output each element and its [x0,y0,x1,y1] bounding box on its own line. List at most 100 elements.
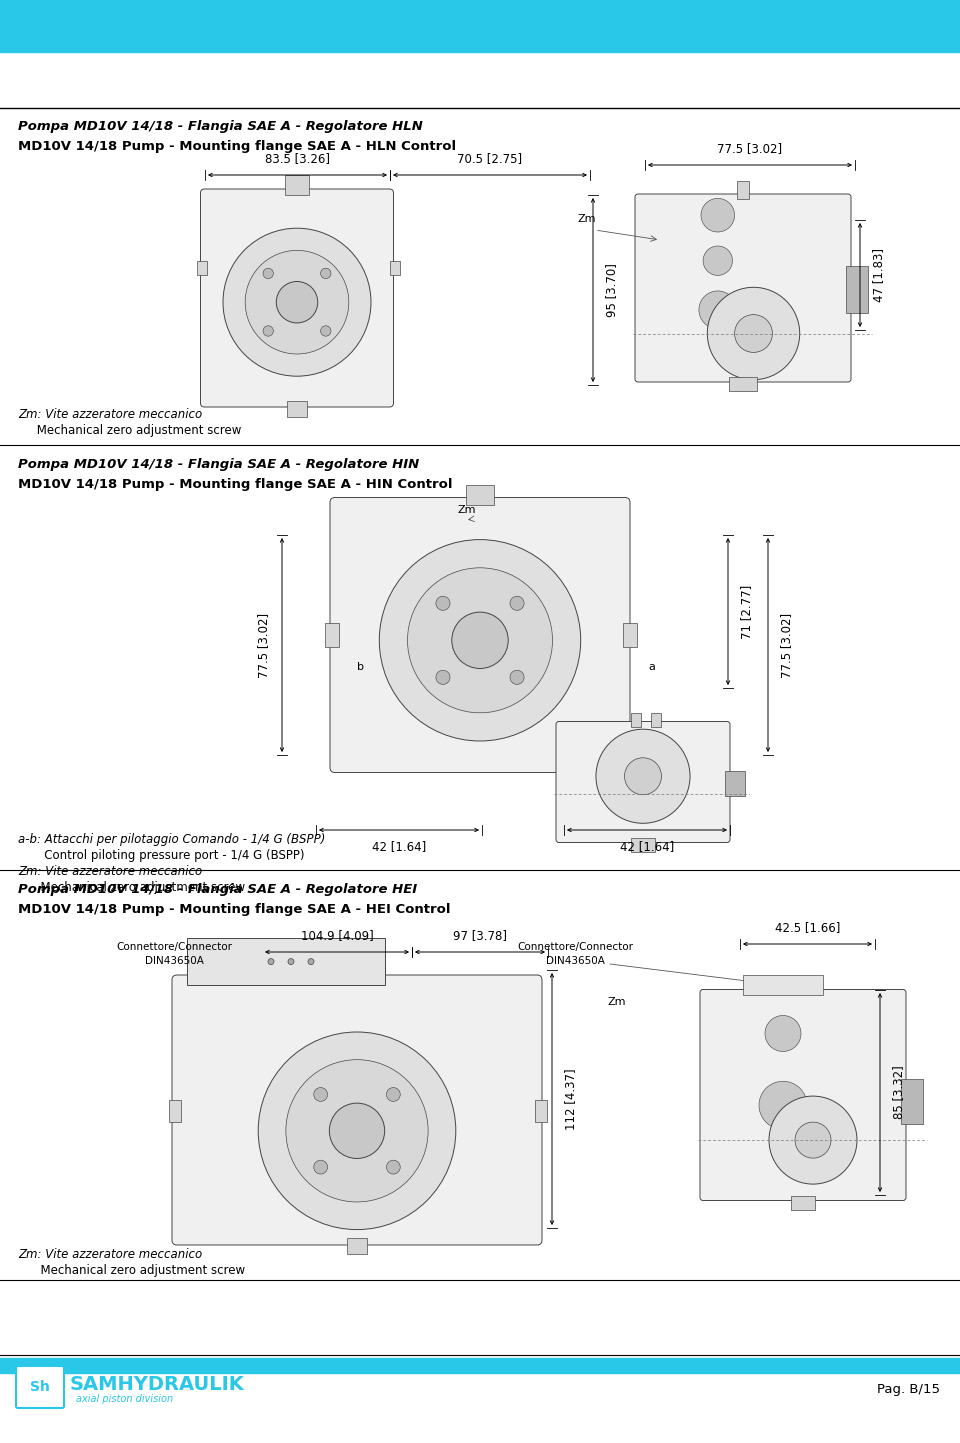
Circle shape [308,958,314,964]
Text: 71 [2.77]: 71 [2.77] [740,584,753,639]
FancyBboxPatch shape [16,1367,64,1408]
Bar [651,713,661,726]
Text: 85 [3.32]: 85 [3.32] [892,1065,905,1120]
Text: MD10V 14/18 Pump - Mounting flange SAE A - HIN Control: MD10V 14/18 Pump - Mounting flange SAE A… [18,478,452,491]
Text: 42 [1.64]: 42 [1.64] [620,840,674,853]
Bar [846,266,868,313]
Bar [347,1238,367,1254]
Circle shape [769,1097,857,1185]
Bar [729,377,757,391]
Text: Zm: Zm [458,505,476,515]
Text: 77.5 [3.02]: 77.5 [3.02] [257,612,270,678]
Circle shape [407,567,553,713]
Text: Pompa MD10V 14/18 - Flangia SAE A - Regolatore HIN: Pompa MD10V 14/18 - Flangia SAE A - Rego… [18,457,420,470]
Circle shape [223,228,371,377]
Text: MD10V 14/18 Pump - Mounting flange SAE A - HEI Control: MD10V 14/18 Pump - Mounting flange SAE A… [18,903,450,916]
Text: b: b [357,662,364,672]
Circle shape [765,1016,801,1052]
Circle shape [258,1032,456,1229]
Bar [901,1078,923,1124]
FancyBboxPatch shape [201,189,394,407]
Text: 77.5 [3.02]: 77.5 [3.02] [717,141,782,154]
Circle shape [703,245,732,276]
Circle shape [452,612,508,668]
Circle shape [701,198,734,232]
Text: 95 [3.70]: 95 [3.70] [605,263,618,317]
Bar [535,1100,547,1123]
Text: Zm: Vite azzeratore meccanico: Zm: Vite azzeratore meccanico [18,864,203,877]
Bar [737,180,749,199]
Text: Zm: Zm [577,214,595,224]
Bar [197,261,206,274]
Text: DIN43650A: DIN43650A [545,957,605,965]
Circle shape [510,671,524,684]
Circle shape [510,596,524,610]
Text: 70.5 [2.75]: 70.5 [2.75] [457,152,522,165]
FancyBboxPatch shape [556,722,730,843]
Circle shape [263,268,274,278]
Text: MD10V 14/18 Pump - Mounting flange SAE A - HLN Control: MD10V 14/18 Pump - Mounting flange SAE A… [18,140,456,153]
Text: Zm: Zm [607,997,626,1007]
Text: a-b: Attacchi per pilotaggio Comando - 1/4 G (BSPP): a-b: Attacchi per pilotaggio Comando - 1… [18,833,325,846]
Circle shape [387,1160,400,1175]
Text: axial piston division: axial piston division [76,1394,173,1404]
Text: Sh: Sh [30,1380,50,1394]
Text: Connettore/Connector: Connettore/Connector [517,942,633,952]
Text: Control piloting pressure port - 1/4 G (BSPP): Control piloting pressure port - 1/4 G (… [18,848,304,861]
Text: 104.9 [4.09]: 104.9 [4.09] [300,929,373,942]
Circle shape [268,958,274,964]
Circle shape [734,315,773,352]
Bar [791,1195,815,1209]
Circle shape [596,729,690,824]
Circle shape [708,287,800,380]
Circle shape [759,1081,807,1130]
Bar [725,771,745,795]
Circle shape [795,1123,831,1159]
Circle shape [321,326,331,336]
Bar [623,623,637,646]
Circle shape [276,281,318,323]
Text: Mechanical zero adjustment screw: Mechanical zero adjustment screw [18,882,245,895]
FancyBboxPatch shape [330,498,630,772]
Circle shape [436,671,450,684]
Bar [466,485,494,505]
Bar [390,261,399,274]
Bar [0,0,960,52]
Bar [0,1358,960,1372]
Text: 42.5 [1.66]: 42.5 [1.66] [775,921,840,934]
Circle shape [314,1088,327,1101]
Circle shape [436,596,450,610]
FancyBboxPatch shape [172,975,542,1245]
Bar [169,1100,181,1123]
Text: Zm: Vite azzeratore meccanico: Zm: Vite azzeratore meccanico [18,1248,203,1261]
Circle shape [263,326,274,336]
Text: Pompa MD10V 14/18 - Flangia SAE A - Regolatore HEI: Pompa MD10V 14/18 - Flangia SAE A - Rego… [18,883,418,896]
Circle shape [379,540,581,742]
Circle shape [288,958,294,964]
Circle shape [387,1088,400,1101]
Bar [325,623,339,646]
Bar [743,974,823,994]
Bar [631,713,641,726]
Circle shape [245,251,348,354]
FancyBboxPatch shape [635,193,851,382]
Text: Mechanical zero adjustment screw: Mechanical zero adjustment screw [18,424,241,437]
Circle shape [625,758,661,795]
Text: 97 [3.78]: 97 [3.78] [453,929,507,942]
Text: Connettore/Connector: Connettore/Connector [116,942,232,952]
Bar [631,837,655,851]
FancyBboxPatch shape [700,990,906,1201]
Text: Mechanical zero adjustment screw: Mechanical zero adjustment screw [18,1264,245,1277]
Circle shape [286,1059,428,1202]
Text: 77.5 [3.02]: 77.5 [3.02] [780,612,793,678]
Text: a: a [648,662,655,672]
Circle shape [314,1160,327,1175]
Circle shape [321,268,331,278]
Text: 112 [4.37]: 112 [4.37] [564,1068,577,1130]
Text: Pag. B/15: Pag. B/15 [877,1384,940,1397]
Text: 47 [1.83]: 47 [1.83] [872,248,885,302]
Text: DIN43650A: DIN43650A [145,957,204,965]
Circle shape [329,1102,385,1159]
Bar [187,938,385,986]
Text: SAMHYDRAULIK: SAMHYDRAULIK [70,1375,245,1394]
